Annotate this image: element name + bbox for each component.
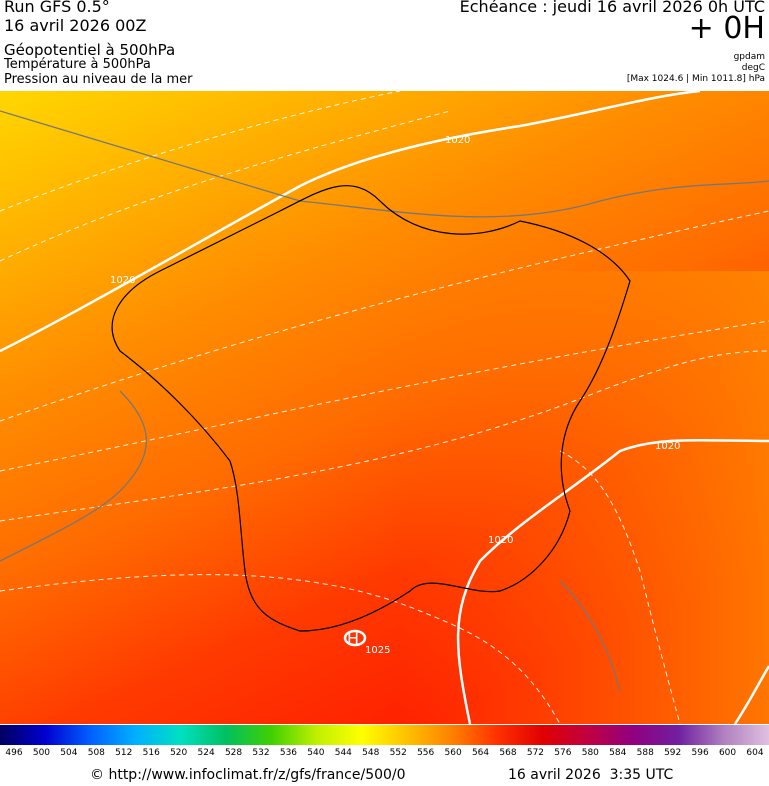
coastline (111, 185, 631, 632)
field (400, 271, 769, 724)
isobar-label: 1020 (655, 441, 680, 452)
colorbar-label: 600 (718, 748, 737, 758)
colorbar-label: 568 (499, 748, 517, 758)
colorbar-label: 552 (389, 748, 407, 758)
colorbar-label: 548 (362, 748, 380, 758)
colorbar-label: 572 (526, 748, 545, 758)
colorbar-label: 524 (197, 748, 215, 758)
map-labels: 1020 1020 1020 1020 1025 H (110, 135, 680, 656)
colorbar-label: 532 (252, 748, 270, 758)
range: [Max 1024.6 | Min 1011.8] hPa (626, 74, 765, 84)
colorbar-label: 512 (115, 748, 133, 758)
geopotential (0, 110, 769, 692)
offset: + 0H (688, 11, 765, 46)
map: 1020 1020 1020 1020 1025 H (0, 91, 769, 724)
title: Géopotentiel à 500hPa (4, 41, 176, 59)
colorbar-label: 556 (417, 748, 435, 758)
colorbar-label: 576 (554, 748, 572, 758)
isobar-label: 1020 (445, 135, 470, 146)
run: Run GFS 0.5° (4, 0, 110, 16)
colorbar-label: 508 (87, 748, 105, 758)
colorbar-label: 516 (142, 748, 160, 758)
high-label: H (347, 629, 359, 648)
isotherms (0, 91, 769, 724)
unit: degC (741, 63, 765, 73)
source: © http://www.infoclimat.fr/z/gfs/france/… (90, 767, 406, 783)
colorbar-label: 584 (609, 748, 627, 758)
run-date: 16 avril 2026 00Z (4, 16, 147, 35)
isobar-label: 1020 (110, 275, 135, 286)
colorbar-label: 580 (581, 748, 599, 758)
colorbar-label: 564 (471, 748, 490, 758)
colorbar-label: 504 (60, 748, 78, 758)
subtitle: Pression au niveau de la mer (4, 72, 193, 87)
colorbar-label: 536 (279, 748, 298, 758)
colorbar-label: 604 (746, 748, 764, 758)
colorbar-label: 540 (307, 748, 325, 758)
isobars (0, 91, 769, 724)
colorbar-label: 592 (664, 748, 682, 758)
isobar-label: 1025 (365, 645, 390, 656)
colorbar-label: 528 (224, 748, 243, 758)
timestamp: 16 avril 2026 3:35 UTC (508, 767, 674, 783)
colorbar-label: 500 (32, 748, 51, 758)
colorbar-label: 520 (170, 748, 188, 758)
colorbar-label: 588 (636, 748, 654, 758)
colorbar-label: 560 (444, 748, 462, 758)
unit: gpdam (733, 52, 765, 62)
colorbar (0, 725, 769, 745)
subtitle: Température à 500hPa (4, 57, 151, 72)
forecast: Echéance : jeudi 16 avril 2026 0h UTC (459, 0, 765, 16)
colorbar-label: 496 (5, 748, 23, 758)
isobar-label: 1020 (488, 535, 513, 546)
colorbar-label: 596 (691, 748, 709, 758)
colorbar-label: 544 (334, 748, 352, 758)
